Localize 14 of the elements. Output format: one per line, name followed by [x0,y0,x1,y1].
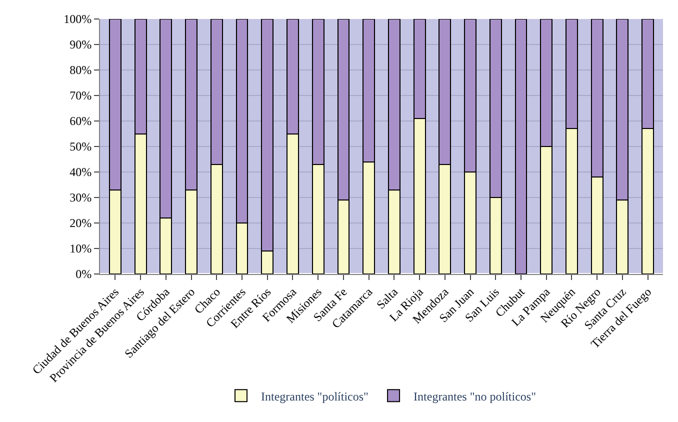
y-tick-label: 60% [70,114,92,128]
y-tick-label: 50% [70,140,92,154]
legend-label: Integrantes "no políticos" [414,389,536,404]
y-tick-label: 10% [70,242,92,256]
y-tick-label: 100% [64,12,92,26]
y-tick-label: 0% [76,267,92,282]
y-tick-label: 30% [70,190,92,205]
y-tick-label: 80% [70,63,92,78]
y-tick-label: 40% [70,165,92,180]
bar [514,19,528,274]
legend-label: Integrantes "políticos" [261,389,369,404]
y-tick-label: 70% [70,88,92,103]
y-tick-label: 90% [70,38,92,52]
y-tick-label: 20% [70,216,92,230]
